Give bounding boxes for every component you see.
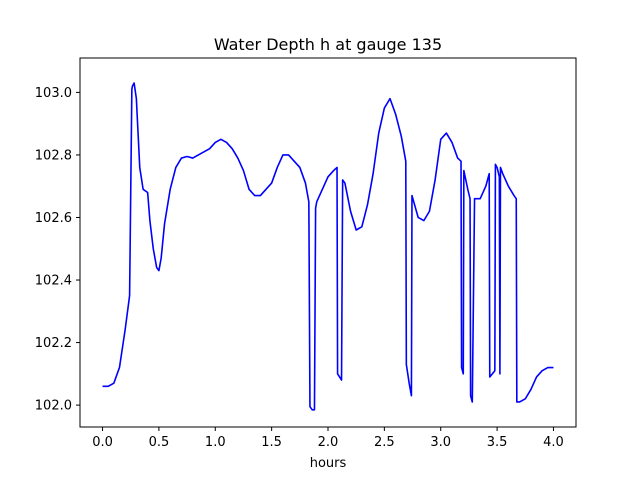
x-tick-label: 0.5 [149, 435, 170, 450]
x-tick-label: 3.0 [430, 435, 451, 450]
y-tick-label: 102.8 [35, 148, 72, 163]
x-tick-label: 4.0 [543, 435, 564, 450]
x-tick-label: 2.5 [374, 435, 395, 450]
y-axis: 102.0 102.2 102.4 102.6 102.8 103.0 [35, 86, 80, 414]
x-tick-label: 2.0 [318, 435, 339, 450]
y-tick-label: 102.4 [35, 274, 72, 289]
x-tick-label: 3.5 [487, 435, 508, 450]
plot-area [102, 82, 554, 411]
chart-title: Water Depth h at gauge 135 [214, 35, 442, 54]
y-tick-label: 102.0 [35, 399, 72, 414]
y-tick-label: 103.0 [35, 86, 72, 101]
x-tick-label: 1.0 [205, 435, 226, 450]
x-tick-label: 1.5 [261, 435, 282, 450]
series-line-0 [102, 82, 554, 411]
x-axis: 0.0 0.5 1.0 1.5 2.0 2.5 3.0 3.5 4.0 [92, 427, 564, 450]
y-tick-label: 102.2 [35, 336, 72, 351]
x-axis-label: hours [310, 456, 347, 471]
y-tick-label: 102.6 [35, 211, 72, 226]
x-tick-label: 0.0 [92, 435, 113, 450]
